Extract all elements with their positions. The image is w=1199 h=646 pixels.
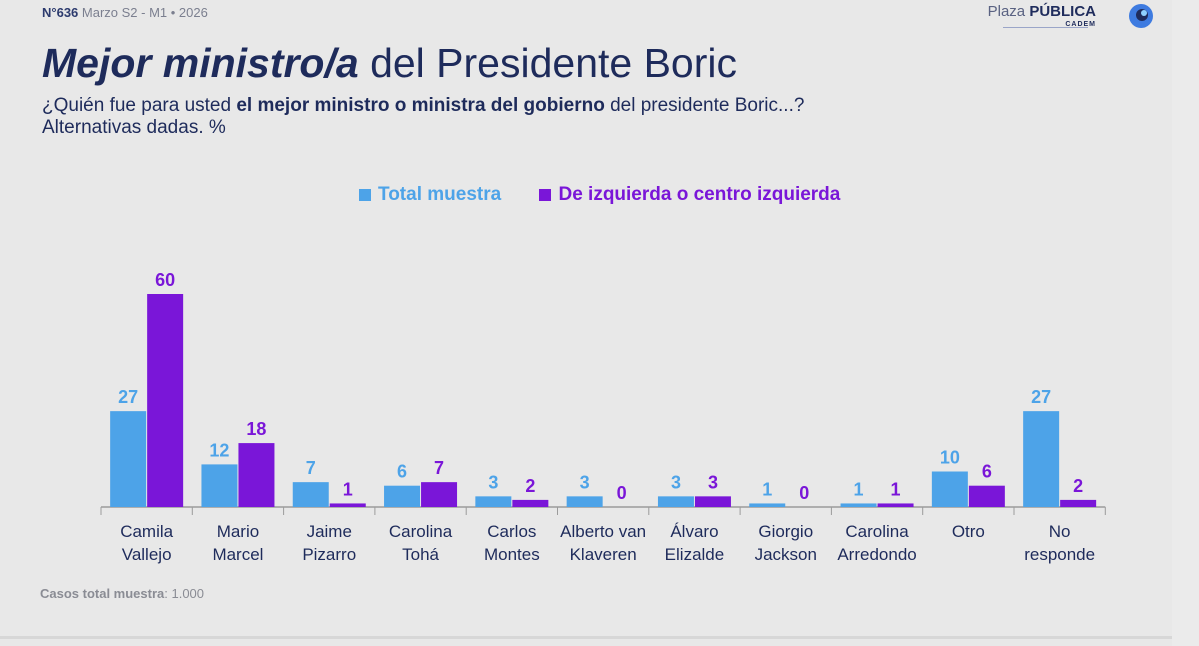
bar-izquierda [1060, 499, 1097, 507]
x-tick-label: Giorgio Jackson [755, 522, 817, 564]
data-label-izquierda: 6 [982, 462, 992, 482]
bar-izquierda [968, 485, 1005, 507]
legend-item-izquierda: De izquierda o centro izquierda [539, 184, 840, 206]
bar-izquierda [238, 443, 275, 507]
data-label-total: 10 [940, 448, 960, 468]
footer-value: : 1.000 [164, 586, 205, 601]
legend-label-izquierda: De izquierda o centro izquierda [558, 184, 841, 205]
x-tick-label: Jaime Pizarro [302, 522, 356, 564]
bar-total [201, 464, 238, 507]
data-label-izquierda: 1 [343, 479, 353, 499]
data-label-total: 7 [306, 458, 316, 478]
bar-total [1023, 411, 1060, 507]
data-label-total: 3 [671, 472, 681, 492]
issue-period: Marzo S2 - M1 • 2026 [81, 5, 208, 20]
x-tick-label: Mario Marcel [212, 522, 263, 564]
question-bold: el mejor ministro o ministra del gobiern… [236, 95, 605, 116]
brand-logo-icon [1129, 4, 1153, 28]
title-rest: del Presidente Boric [370, 40, 737, 86]
bar-izquierda [421, 482, 458, 507]
x-tick-label: Carlos Montes [484, 522, 540, 564]
brand-bold: PÚBLICA [1029, 3, 1096, 20]
bar-total [749, 503, 786, 507]
data-label-izquierda: 0 [617, 483, 627, 503]
bar-total [384, 485, 421, 507]
data-label-total: 12 [209, 440, 229, 460]
data-label-total: 1 [854, 479, 864, 499]
x-tick-label: No responde [1024, 522, 1095, 564]
legend-item-total: Total muestra [359, 184, 501, 206]
bar-total [475, 496, 512, 507]
bar-izquierda [877, 503, 914, 507]
brand-light: Plaza [987, 3, 1026, 20]
brand-underline [1003, 27, 1088, 28]
title-emphasis: Mejor ministro/a [42, 40, 359, 86]
data-label-total: 27 [1031, 387, 1051, 407]
question-part2: del presidente Boric...? [604, 95, 805, 116]
bar-izquierda [329, 503, 366, 507]
bottom-divider [0, 636, 1172, 639]
data-label-total: 27 [118, 387, 138, 407]
data-label-total: 3 [488, 472, 498, 492]
question-text: ¿Quién fue para usted el mejor ministro … [42, 95, 942, 139]
bar-total [657, 496, 694, 507]
x-tick-label: Carolina Tohá [389, 522, 453, 564]
data-label-izquierda: 2 [525, 476, 535, 496]
data-label-izquierda: 60 [155, 270, 175, 290]
data-label-izquierda: 7 [434, 458, 444, 478]
brand-logo: Plaza PÚBLICA [988, 3, 1096, 20]
brand-sub: CADEM [1065, 21, 1096, 28]
question-note: Alternativas dadas. % [42, 117, 226, 138]
x-tick-label: Camila Vallejo [120, 522, 173, 564]
data-label-total: 3 [580, 472, 590, 492]
legend-label-total: Total muestra [378, 184, 502, 205]
question-part1: ¿Quién fue para usted [42, 95, 237, 116]
bar-izquierda [147, 294, 184, 507]
x-tick-label: Otro [952, 522, 985, 541]
legend-swatch-total [359, 189, 371, 201]
data-label-izquierda: 18 [246, 419, 266, 439]
footer-note: Casos total muestra: 1.000 [40, 586, 204, 601]
footer-label: Casos total muestra [40, 586, 165, 601]
data-label-total: 1 [762, 479, 772, 499]
bar-izquierda [694, 496, 731, 507]
data-label-total: 6 [397, 462, 407, 482]
bar-total [840, 503, 877, 507]
x-tick-label: Carolina Arredondo [837, 522, 916, 564]
legend-swatch-izquierda [539, 189, 552, 201]
data-label-izquierda: 0 [799, 483, 809, 503]
issue-info: N°636 Marzo S2 - M1 • 2026 [42, 5, 208, 20]
chart-legend: Total muestra De izquierda o centro izqu… [359, 184, 873, 207]
data-label-izquierda: 3 [708, 472, 718, 492]
bar-total [566, 496, 603, 507]
bar-total [110, 411, 147, 507]
page-title: Mejor ministro/a del Presidente Boric [42, 40, 737, 87]
bar-total [292, 482, 329, 507]
issue-number: N°636 [42, 5, 79, 20]
x-tick-label: Álvaro Elizalde [665, 522, 725, 564]
bar-total [931, 471, 968, 507]
data-label-izquierda: 1 [891, 479, 901, 499]
slide-card: N°636 Marzo S2 - M1 • 2026 Plaza PÚBLICA… [40, 3, 1153, 601]
bar-izquierda [512, 499, 549, 507]
data-label-izquierda: 2 [1073, 476, 1083, 496]
x-tick-label: Alberto van Klaveren [560, 522, 646, 564]
